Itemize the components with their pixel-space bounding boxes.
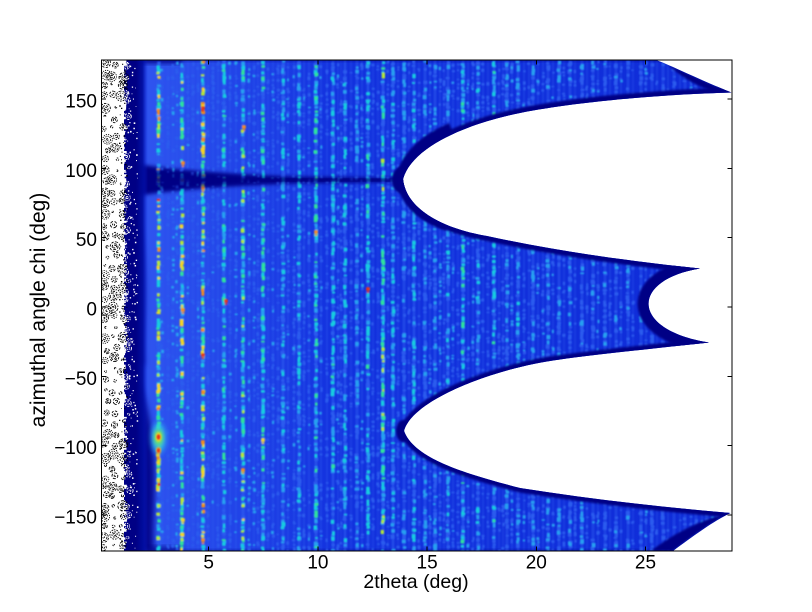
svg-text:20: 20 (526, 553, 547, 574)
svg-text:0: 0 (86, 300, 97, 321)
svg-text:azimuthal angle chi (deg): azimuthal angle chi (deg) (27, 193, 50, 428)
svg-text:25: 25 (635, 553, 656, 574)
svg-text:50: 50 (76, 230, 97, 251)
svg-text:−100: −100 (54, 438, 97, 459)
svg-text:15: 15 (417, 553, 438, 574)
svg-text:100: 100 (65, 161, 97, 182)
svg-text:2theta (deg): 2theta (deg) (363, 571, 468, 593)
svg-text:−150: −150 (54, 507, 97, 528)
svg-text:10: 10 (307, 553, 328, 574)
svg-text:5: 5 (203, 553, 214, 574)
svg-text:150: 150 (65, 92, 97, 113)
svg-text:−50: −50 (65, 369, 97, 390)
